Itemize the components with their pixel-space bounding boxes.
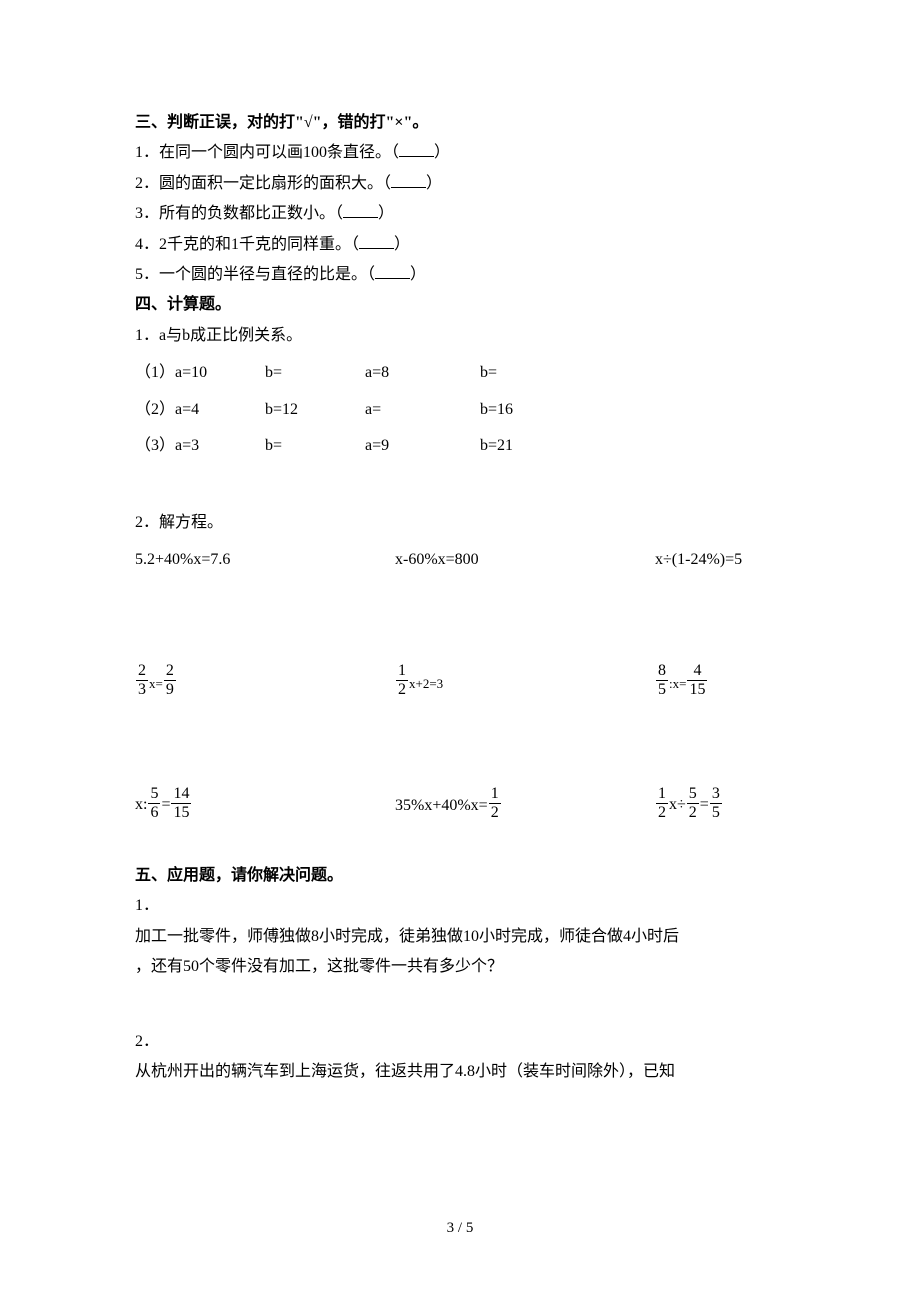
s3-item-1: 1．在同一个圆内可以画100条直径。（）	[135, 138, 785, 168]
numerator: 5	[148, 786, 160, 803]
cell: a=	[365, 392, 480, 428]
eq-text: x:	[135, 790, 147, 821]
numerator: 14	[171, 786, 191, 803]
blank[interactable]	[375, 262, 410, 279]
s5-q2-line1: 从杭州开出的辆汽车到上海运货，往返共用了4.8小时（装车时间除外），已知	[135, 1057, 785, 1087]
s5-q2-num: 2．	[135, 1027, 785, 1057]
cell: （2）a=4	[135, 392, 265, 428]
section5-heading: 五、应用题，请你解决问题。	[135, 861, 785, 891]
s4-q1-intro: 1．a与b成正比例关系。	[135, 321, 785, 351]
fraction: 3 5	[710, 786, 722, 821]
eq-text: 35%x+40%x=	[395, 791, 488, 821]
numerator: 1	[656, 786, 668, 803]
s5-q1-line2: ，还有50个零件没有加工，这批零件一共有多少个？	[135, 952, 785, 982]
equation: 1 2 x÷ 5 2 = 3 5	[655, 786, 723, 821]
equation: 5.2+40%x=7.6	[135, 545, 395, 575]
cell: （1）a=10	[135, 355, 265, 391]
s3-item-5: 5．一个圆的半径与直径的比是。（）	[135, 260, 785, 290]
denominator: 6	[148, 803, 160, 821]
eq-text: =	[161, 790, 170, 821]
cell: b=	[480, 355, 513, 391]
cell: b=12	[265, 392, 365, 428]
denominator: 2	[687, 803, 699, 821]
eq-text: =	[700, 790, 709, 821]
page-number: 3 / 5	[0, 1214, 920, 1243]
eq-text: :x=	[669, 672, 686, 698]
equation: 35%x+40%x= 1 2	[395, 786, 655, 821]
blank[interactable]	[359, 232, 394, 249]
cell: a=8	[365, 355, 480, 391]
equation: 2 3 x= 2 9	[135, 663, 395, 698]
cell: b=	[265, 428, 365, 464]
fraction: 5 2	[687, 786, 699, 821]
denominator: 5	[656, 680, 668, 698]
blank[interactable]	[399, 140, 434, 157]
section3-heading: 三、判断正误，对的打"√"，错的打"×"。	[135, 108, 785, 138]
cell: （3）a=3	[135, 428, 265, 464]
fraction: 2 3	[136, 663, 148, 698]
section4-heading: 四、计算题。	[135, 290, 785, 320]
equation: x÷(1-24%)=5	[655, 545, 742, 575]
denominator: 2	[396, 680, 408, 698]
s3-item-3: 3．所有的负数都比正数小。（）	[135, 199, 785, 229]
table-row: （3）a=3 b= a=9 b=21	[135, 428, 513, 464]
equation: x-60%x=800	[395, 545, 655, 575]
numerator: 2	[164, 663, 176, 680]
fraction: 2 9	[164, 663, 176, 698]
denominator: 2	[656, 803, 668, 821]
s5-q1-num: 1．	[135, 891, 785, 921]
fraction: 4 15	[687, 663, 707, 698]
equation-row: 2 3 x= 2 9 1 2 x+2=3 8 5 :x= 4 15	[135, 663, 785, 698]
table-row: （1）a=10 b= a=8 b=	[135, 355, 513, 391]
cell: b=	[265, 355, 365, 391]
denominator: 15	[171, 803, 191, 821]
denominator: 15	[687, 680, 707, 698]
fraction: 14 15	[171, 786, 191, 821]
eq-text: x÷	[669, 790, 686, 821]
equation-row: 5.2+40%x=7.6 x-60%x=800 x÷(1-24%)=5	[135, 545, 785, 575]
numerator: 2	[136, 663, 148, 680]
fraction: 1 2	[489, 786, 501, 821]
s4-q2-intro: 2．解方程。	[135, 508, 785, 538]
fraction: 8 5	[656, 663, 668, 698]
denominator: 3	[136, 680, 148, 698]
equation: 8 5 :x= 4 15	[655, 663, 708, 698]
eq-text: x=	[149, 672, 163, 698]
page: 三、判断正误，对的打"√"，错的打"×"。 1．在同一个圆内可以画100条直径。…	[0, 0, 920, 1302]
s3-item-2: 2．圆的面积一定比扇形的面积大。（）	[135, 169, 785, 199]
denominator: 5	[710, 803, 722, 821]
table-row: （2）a=4 b=12 a= b=16	[135, 392, 513, 428]
denominator: 2	[489, 803, 501, 821]
numerator: 1	[396, 663, 408, 680]
numerator: 8	[656, 663, 668, 680]
fraction: 5 6	[148, 786, 160, 821]
s5-q1-line1: 加工一批零件，师傅独做8小时完成，徒弟独做10小时完成，师徒合做4小时后	[135, 922, 785, 952]
equation-row: x: 5 6 = 14 15 35%x+40%x= 1 2 1 2 x÷	[135, 786, 785, 821]
fraction: 1 2	[656, 786, 668, 821]
numerator: 4	[691, 663, 703, 680]
cell: a=9	[365, 428, 480, 464]
numerator: 1	[489, 786, 501, 803]
denominator: 9	[164, 680, 176, 698]
cell: b=21	[480, 428, 513, 464]
fraction: 1 2	[396, 663, 408, 698]
blank[interactable]	[391, 171, 426, 188]
s3-item-4: 4．2千克的和1千克的同样重。（）	[135, 230, 785, 260]
proportion-table: （1）a=10 b= a=8 b= （2）a=4 b=12 a= b=16 （3…	[135, 355, 513, 464]
equation: x: 5 6 = 14 15	[135, 786, 395, 821]
blank[interactable]	[343, 201, 378, 218]
equation: 1 2 x+2=3	[395, 663, 655, 698]
eq-text: x+2=3	[409, 672, 443, 698]
cell: b=16	[480, 392, 513, 428]
numerator: 3	[710, 786, 722, 803]
numerator: 5	[687, 786, 699, 803]
